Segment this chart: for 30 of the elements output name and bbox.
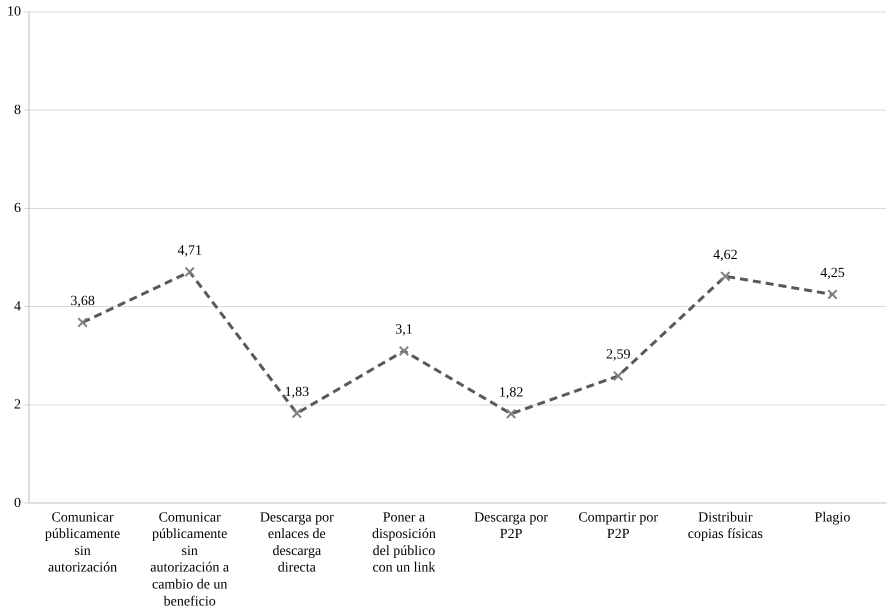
text: 3,68 [70,294,95,310]
text: 2,59 [606,348,630,363]
text: 4,62 [713,248,738,263]
x-tick-label: Comunicar públicamente sin autorización [44,510,120,576]
point [292,408,302,419]
y-tick-label: 2 [14,398,21,413]
y-tick-label: 8 [14,102,21,118]
x-tick-label: Distribuir copias físicas [688,510,763,542]
point [398,346,410,356]
text: 1,83 [284,384,310,400]
text: 4,25 [820,266,845,282]
point [612,370,624,382]
x-tick-label: Plagio [814,510,850,526]
y-tick-label: 6 [14,201,21,216]
point [77,317,88,328]
text: 4,71 [177,244,202,259]
point [506,408,516,420]
x-tick-label: Descarga por P2P [474,510,548,542]
text: 3,1 [395,322,413,338]
y-tick-label: 10 [7,4,21,20]
x-tick-label: Descarga por enlaces de descarga directa [260,510,334,576]
point [720,271,731,282]
point [184,266,195,278]
y-tick-label: 0 [14,496,21,511]
x-tick-label: Compartir por P2P [578,510,658,542]
point [827,289,838,300]
x-tick-label: Comunicar públicamente sin autorización a cambio de un beneficio [150,510,230,610]
x-tick-label: Poner a disposición del público con un link [372,510,436,576]
y-tick-label: 4 [14,299,21,314]
text: 1,82 [498,385,524,400]
